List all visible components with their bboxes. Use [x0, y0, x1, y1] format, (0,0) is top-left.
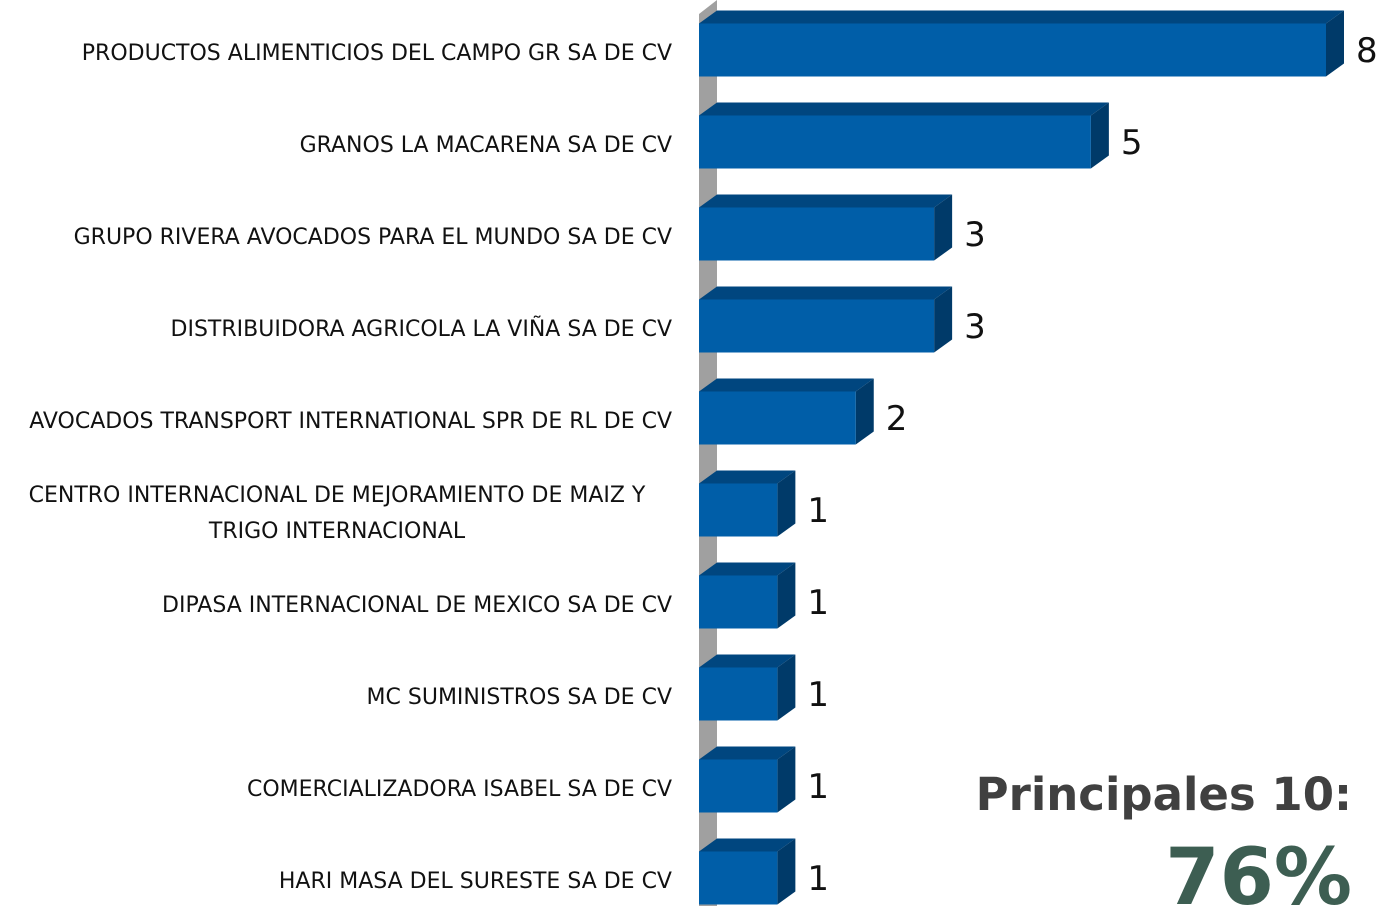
data-label: 2	[886, 399, 908, 439]
category-label-box: HARI MASA DEL SURESTE SA DE CV	[2, 864, 672, 900]
bar-side	[777, 838, 796, 905]
bar	[699, 562, 796, 629]
bar-front	[699, 483, 778, 537]
y-tick-label: DISTRIBUIDORA AGRICOLA LA VIÑA SA DE CV	[170, 317, 672, 342]
bar-side	[934, 286, 953, 353]
bar-side	[777, 470, 796, 537]
y-tick-label: PRODUCTOS ALIMENTICIOS DEL CAMPO GR SA D…	[81, 41, 672, 66]
bar	[699, 10, 1344, 77]
bar-side	[855, 378, 874, 445]
y-tick-label: COMERCIALIZADORA ISABEL SA DE CV	[246, 777, 672, 802]
bar-side	[777, 654, 796, 721]
data-label: 8	[1356, 31, 1378, 71]
bar-front	[699, 115, 1091, 169]
bar-top	[699, 654, 796, 668]
bar	[699, 378, 874, 445]
bar-side	[777, 746, 796, 813]
category-label-box: COMERCIALIZADORA ISABEL SA DE CV	[2, 772, 672, 808]
category-label-box: DIPASA INTERNACIONAL DE MEXICO SA DE CV	[2, 588, 672, 624]
bar-top	[699, 102, 1109, 116]
category-label-box: CENTRO INTERNACIONAL DE MEJORAMIENTO DE …	[2, 478, 672, 550]
bar-front	[699, 299, 935, 353]
bar-front	[699, 391, 856, 445]
category-label-box: GRANOS LA MACARENA SA DE CV	[2, 128, 672, 164]
bar	[699, 102, 1109, 169]
bar	[699, 838, 796, 905]
category-label-box: AVOCADOS TRANSPORT INTERNATIONAL SPR DE …	[2, 404, 672, 440]
bar-top	[699, 286, 953, 300]
bar-top	[699, 838, 796, 852]
y-tick-label: HARI MASA DEL SURESTE SA DE CV	[278, 869, 672, 894]
bar-top	[699, 746, 796, 760]
bar-front	[699, 207, 935, 261]
annotation: 76%	[1165, 833, 1352, 906]
data-label: 3	[964, 215, 986, 255]
bar	[699, 654, 796, 721]
bar-top	[699, 470, 796, 484]
bar-side	[777, 562, 796, 629]
data-label: 3	[964, 307, 986, 347]
annotation: Principales 10:	[976, 768, 1352, 821]
data-label: 1	[807, 491, 829, 531]
category-label-box: GRUPO RIVERA AVOCADOS PARA EL MUNDO SA D…	[2, 220, 672, 256]
data-label: 1	[807, 859, 829, 899]
bar	[699, 286, 953, 353]
data-label: 5	[1121, 123, 1143, 163]
y-tick-label: AVOCADOS TRANSPORT INTERNATIONAL SPR DE …	[29, 409, 672, 434]
y-tick-label: CENTRO INTERNACIONAL DE MEJORAMIENTO DE …	[28, 483, 646, 544]
bar-front	[699, 575, 778, 629]
category-label-box: DISTRIBUIDORA AGRICOLA LA VIÑA SA DE CV	[2, 312, 672, 348]
bar	[699, 470, 796, 537]
bar-side	[934, 194, 953, 261]
data-label: 1	[807, 767, 829, 807]
data-label: 1	[807, 675, 829, 715]
bar-top	[699, 378, 874, 392]
bar-side	[1090, 102, 1109, 169]
y-tick-label: GRUPO RIVERA AVOCADOS PARA EL MUNDO SA D…	[73, 225, 672, 250]
bar-top	[699, 194, 953, 208]
bar-front	[699, 23, 1326, 77]
y-tick-label: MC SUMINISTROS SA DE CV	[366, 685, 672, 710]
bar-front	[699, 667, 778, 721]
y-tick-label: GRANOS LA MACARENA SA DE CV	[299, 133, 672, 158]
bar-top	[699, 10, 1344, 24]
category-label-box: MC SUMINISTROS SA DE CV	[2, 680, 672, 716]
bar-top	[699, 562, 796, 576]
bar	[699, 194, 953, 261]
bar-side	[1326, 10, 1344, 77]
y-tick-label: DIPASA INTERNACIONAL DE MEXICO SA DE CV	[162, 593, 672, 618]
data-label: 1	[807, 583, 829, 623]
bar-front	[699, 759, 778, 813]
bar	[699, 746, 796, 813]
bar-front	[699, 851, 778, 905]
category-label-box: PRODUCTOS ALIMENTICIOS DEL CAMPO GR SA D…	[2, 36, 672, 72]
